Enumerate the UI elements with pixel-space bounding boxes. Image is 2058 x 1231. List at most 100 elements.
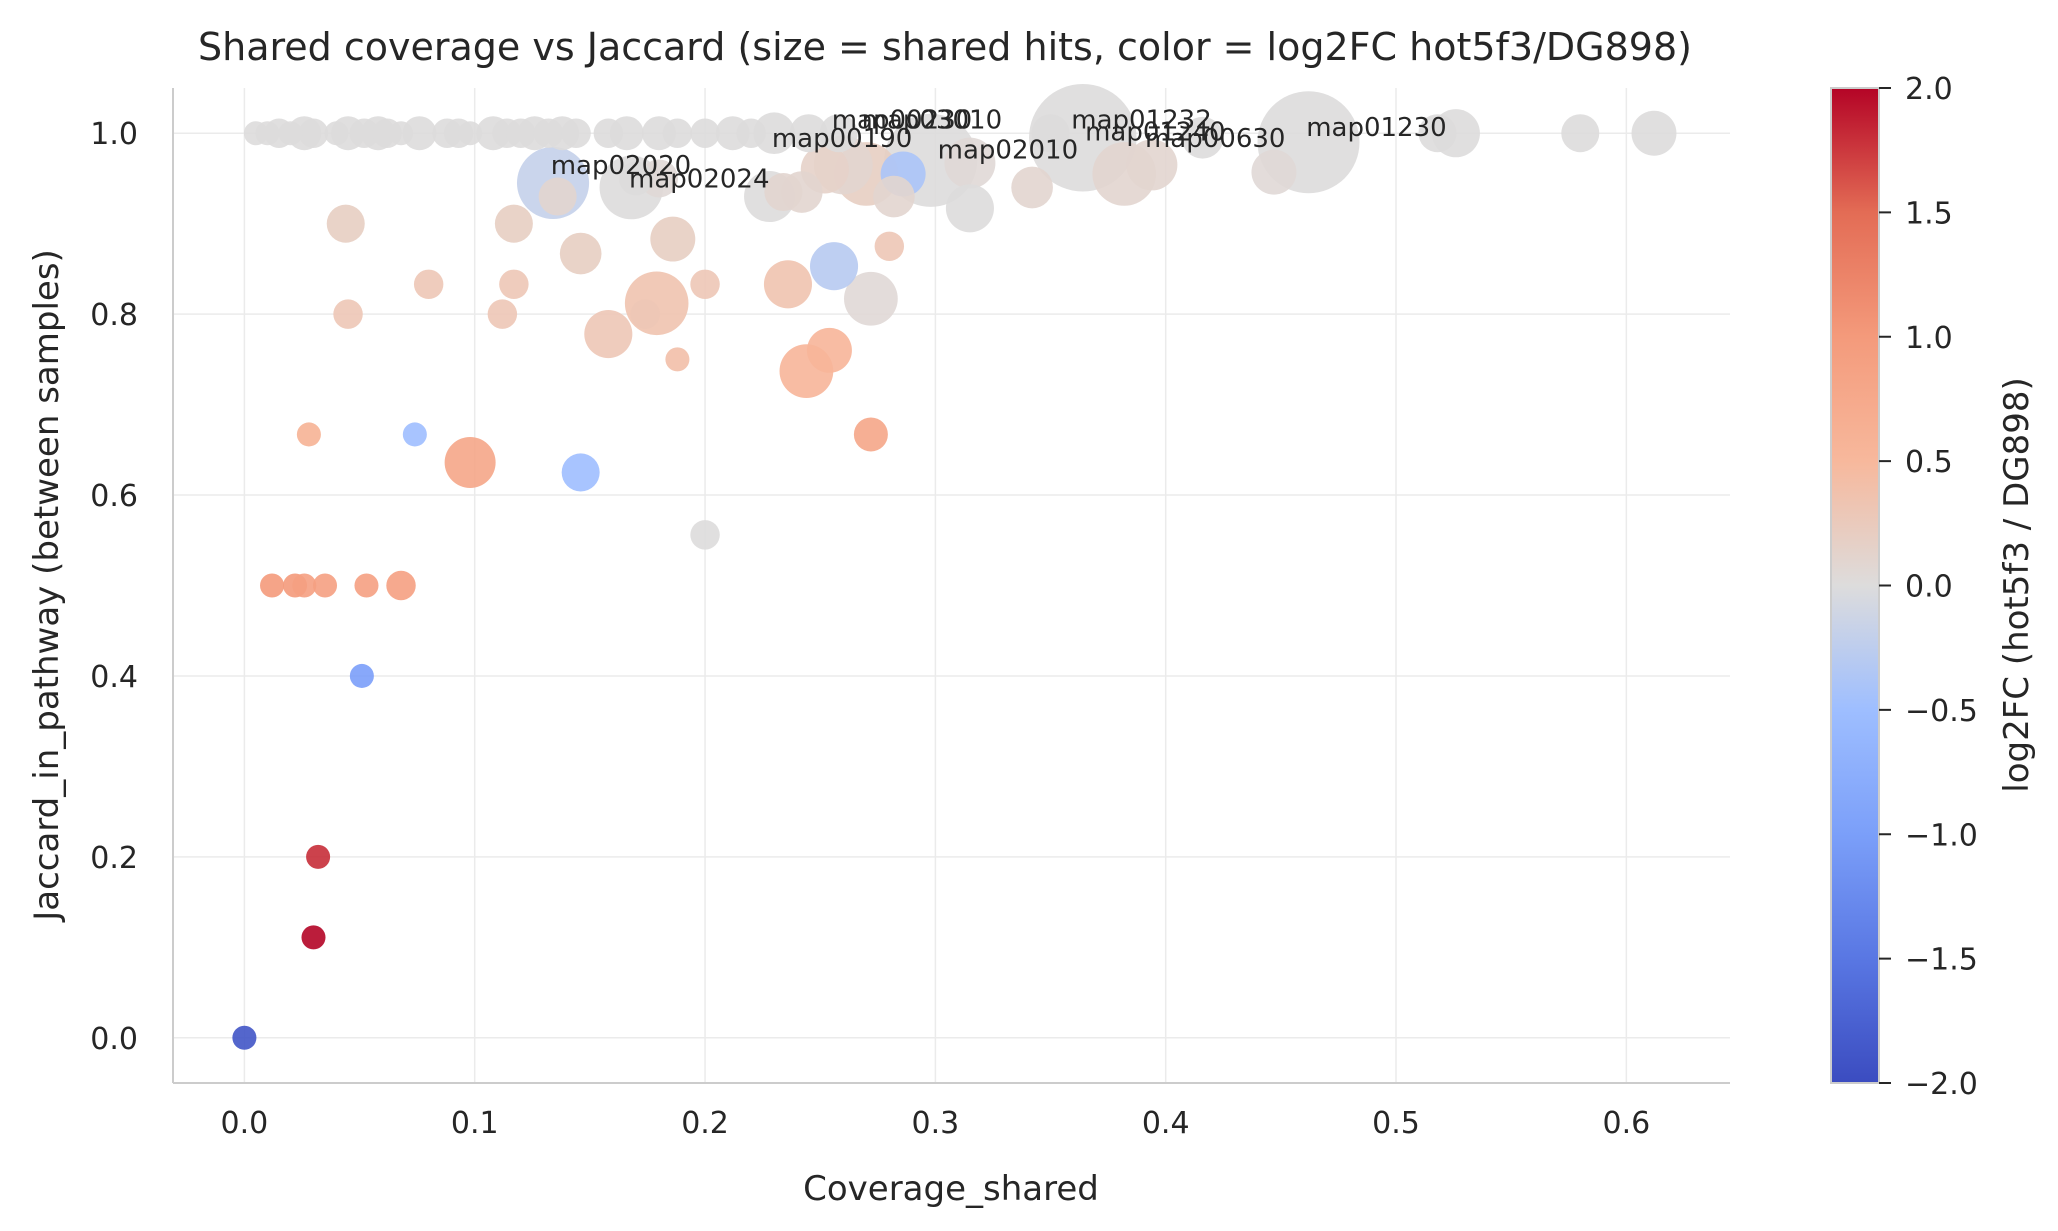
scatter-point — [624, 271, 689, 336]
pathway-annotation: map00230 — [832, 106, 972, 136]
scatter-point — [853, 417, 888, 452]
scatter-point — [650, 216, 696, 262]
scatter-point — [789, 114, 828, 153]
scatter-point — [1631, 110, 1677, 156]
scatter-point — [386, 570, 416, 601]
y-tick-label: 0.4 — [90, 660, 138, 695]
colorbar-tick-label: −0.5 — [1905, 694, 1978, 729]
x-tick-label: 0.2 — [681, 1106, 729, 1141]
data-points — [232, 83, 1677, 1050]
scatter-point — [326, 204, 365, 243]
colorbar-tick-label: 0.0 — [1905, 570, 1953, 605]
scatter-point — [301, 925, 326, 950]
scatter-point — [764, 173, 803, 212]
pathway-annotation: map00190 — [772, 124, 912, 154]
scatter-point — [349, 118, 379, 148]
scatter-point — [292, 573, 317, 598]
scatter-point — [1418, 114, 1457, 153]
scatter-point — [324, 121, 349, 146]
scatter-point — [533, 118, 564, 148]
scatter-point — [874, 231, 905, 262]
scatter-point — [584, 309, 633, 359]
scatter-point — [444, 436, 496, 488]
scatter-point — [1011, 166, 1053, 209]
pathway-annotation: map02024 — [629, 165, 769, 195]
scatter-point — [844, 271, 898, 326]
y-tick-labels: 0.0 0.2 0.4 0.6 0.8 1.0 — [90, 117, 138, 1057]
scatter-point — [945, 184, 994, 233]
scatter-point — [232, 1025, 257, 1050]
colorbar-tick-label: 0.5 — [1905, 445, 1953, 480]
x-tick-label: 0.3 — [912, 1106, 960, 1141]
scatter-point — [593, 118, 624, 148]
x-tick-label: 0.4 — [1142, 1106, 1190, 1141]
scatter-point — [402, 116, 437, 151]
colorbar-label: log2FC (hot5f3 / DG898) — [1997, 377, 2037, 793]
pathway-annotation: map01240 — [1085, 117, 1225, 147]
pathway-annotation: map01232 — [1071, 106, 1211, 136]
y-tick-label: 0.8 — [90, 298, 138, 333]
scatter-point — [278, 121, 303, 146]
point-annotations: map02020map02024map00190map00230map03010… — [551, 106, 1447, 195]
scatter-point — [354, 573, 379, 598]
scatter-point — [618, 161, 653, 196]
scatter-point — [494, 204, 533, 243]
colorbar-ticks: 2.0 1.5 1.0 0.5 0.0 −0.5 −1.0 −1.5 −2.0 — [1879, 72, 1978, 1102]
scatter-point — [1251, 149, 1297, 195]
y-axis-label: Jaccard_in_pathway (between samples) — [27, 249, 67, 923]
colorbar-tick-label: 2.0 — [1905, 72, 1953, 107]
colorbar-tick-label: −1.0 — [1905, 818, 1978, 853]
colorbar: 2.0 1.5 1.0 0.5 0.0 −0.5 −1.0 −1.5 −2.0 log2FC (… — [1830, 72, 2037, 1102]
colorbar-tick-label: −1.5 — [1905, 943, 1978, 978]
scatter-point — [1126, 139, 1178, 191]
scatter-point — [630, 299, 660, 329]
scatter-point — [306, 844, 331, 869]
scatter-point — [487, 299, 518, 329]
colorbar-tick-label: −2.0 — [1905, 1067, 1978, 1102]
scatter-point — [499, 269, 529, 300]
scatter-point — [413, 269, 444, 300]
pathway-annotation: map02010 — [938, 136, 1078, 166]
scatter-point — [736, 118, 766, 148]
scatter-point — [402, 422, 427, 447]
pathway-annotation: map02020 — [551, 151, 691, 181]
scatter-point — [1561, 114, 1600, 153]
x-tick-label: 0.5 — [1372, 1106, 1420, 1141]
scatter-point — [349, 663, 374, 688]
scatter-point — [255, 121, 280, 146]
pathway-annotation: map01230 — [1306, 113, 1446, 143]
scatter-point — [458, 121, 483, 146]
scatter-point — [561, 453, 600, 492]
scatter-point — [296, 422, 321, 447]
scatter-point — [763, 260, 813, 309]
scatter-point — [260, 573, 285, 598]
pathway-annotation: map00630 — [1145, 124, 1285, 154]
scatter-point — [665, 347, 690, 372]
scatter-point — [559, 232, 602, 275]
scatter-point — [819, 114, 858, 153]
y-tick-label: 0.2 — [90, 841, 138, 876]
pathway-annotation: map03010 — [862, 106, 1002, 136]
colorbar-tick-label: 1.0 — [1905, 321, 1953, 356]
colorbar-gradient — [1830, 87, 1880, 1084]
scatter-point — [690, 269, 720, 300]
scatter-point — [1031, 114, 1070, 153]
scatter-point — [753, 112, 795, 155]
scatter-point — [806, 327, 852, 373]
scatter-point — [538, 177, 577, 216]
x-tick-labels: 0.0 0.1 0.2 0.3 0.4 0.5 0.6 — [221, 1106, 1651, 1141]
scatter-point — [662, 118, 693, 148]
chart-title: Shared coverage vs Jaccard (size = share… — [198, 25, 1692, 69]
x-axis-label: Coverage_shared — [803, 1169, 1099, 1209]
scatter-point — [690, 118, 720, 148]
scatter-point — [809, 242, 859, 291]
colorbar-tick-label: 1.5 — [1905, 196, 1953, 231]
y-tick-label: 0.6 — [90, 479, 138, 514]
scatter-point — [561, 118, 591, 148]
x-tick-label: 0.1 — [451, 1106, 499, 1141]
scatter-point — [506, 118, 536, 148]
y-tick-label: 0.0 — [90, 1022, 138, 1057]
x-tick-label: 0.6 — [1602, 1106, 1650, 1141]
scatter-point — [1181, 116, 1224, 159]
